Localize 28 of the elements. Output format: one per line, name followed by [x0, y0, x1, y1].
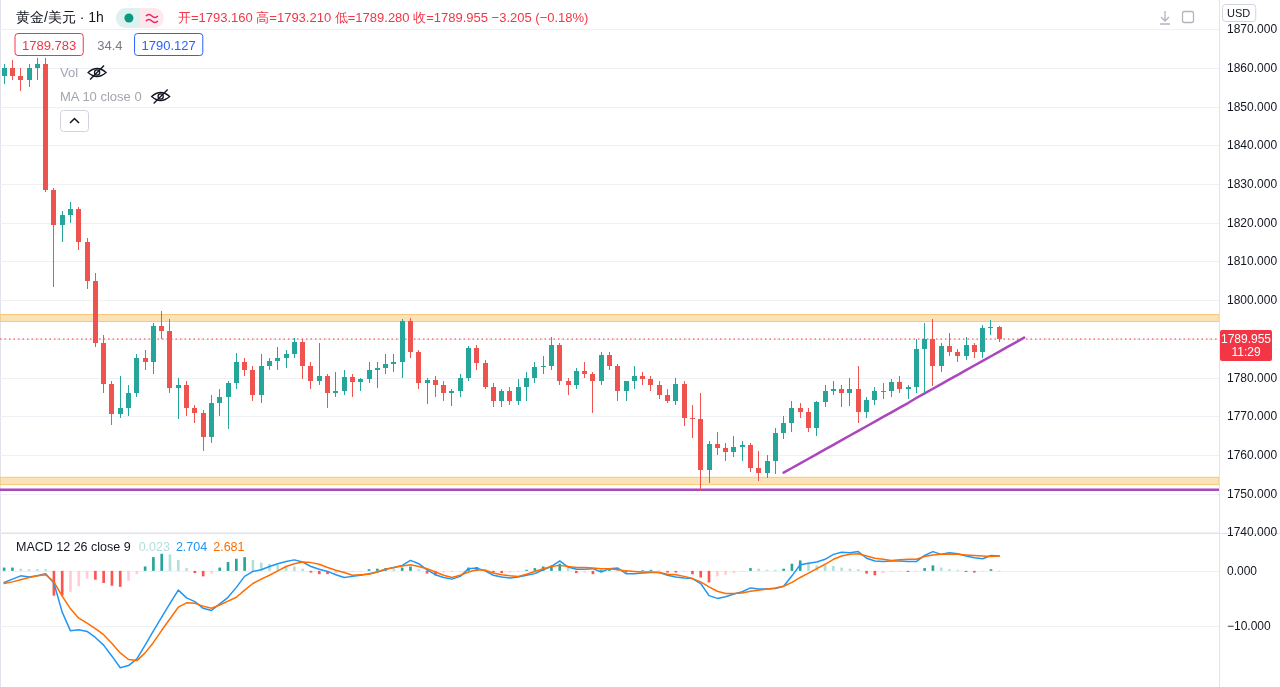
y-tick-label: 0.000	[1227, 563, 1258, 578]
y-tick-label: −10.000	[1227, 618, 1272, 633]
y-tick-label: 1810.000	[1227, 254, 1278, 269]
y-tick-label: 1800.000	[1227, 293, 1278, 308]
annotation: Vol	[60, 65, 79, 80]
y-tick-label: 1820.000	[1227, 215, 1278, 230]
annotation: 2.681	[213, 540, 245, 554]
y-tick-label: 1860.000	[1227, 61, 1278, 76]
annotation: 2.704	[175, 540, 208, 554]
y-tick-label: 1740.000	[1227, 525, 1278, 540]
text: 开=1793.160 高=1793.210 低=1789.280 收=1789.955 −3.205 (−0.18%)	[177, 10, 589, 25]
text: USD	[1227, 7, 1251, 19]
annotation: 34.4	[97, 38, 123, 53]
y-tick-label: 1770.000	[1227, 409, 1278, 424]
y-tick-label: 1850.000	[1227, 99, 1278, 114]
annotation: 1789.783	[22, 38, 77, 53]
y-tick-label: 1840.000	[1227, 138, 1278, 153]
y-tick-label: 1780.000	[1227, 370, 1278, 385]
ref-line-label: 1789.955 11:29	[1220, 332, 1272, 359]
text: 黄金/美元 · 1h	[16, 9, 104, 25]
y-tick-label: 1760.000	[1227, 447, 1278, 462]
annotation: 1790.127	[141, 38, 196, 53]
chart-title: MACD 12 26 close 9	[16, 540, 131, 554]
y-tick-label: 1750.000	[1227, 486, 1278, 501]
y-tick-label: 1870.000	[1227, 22, 1278, 37]
y-tick-label: 1830.000	[1227, 177, 1278, 192]
annotation: MA 10 close 0	[60, 89, 142, 104]
annotation: 0.023	[138, 540, 170, 554]
